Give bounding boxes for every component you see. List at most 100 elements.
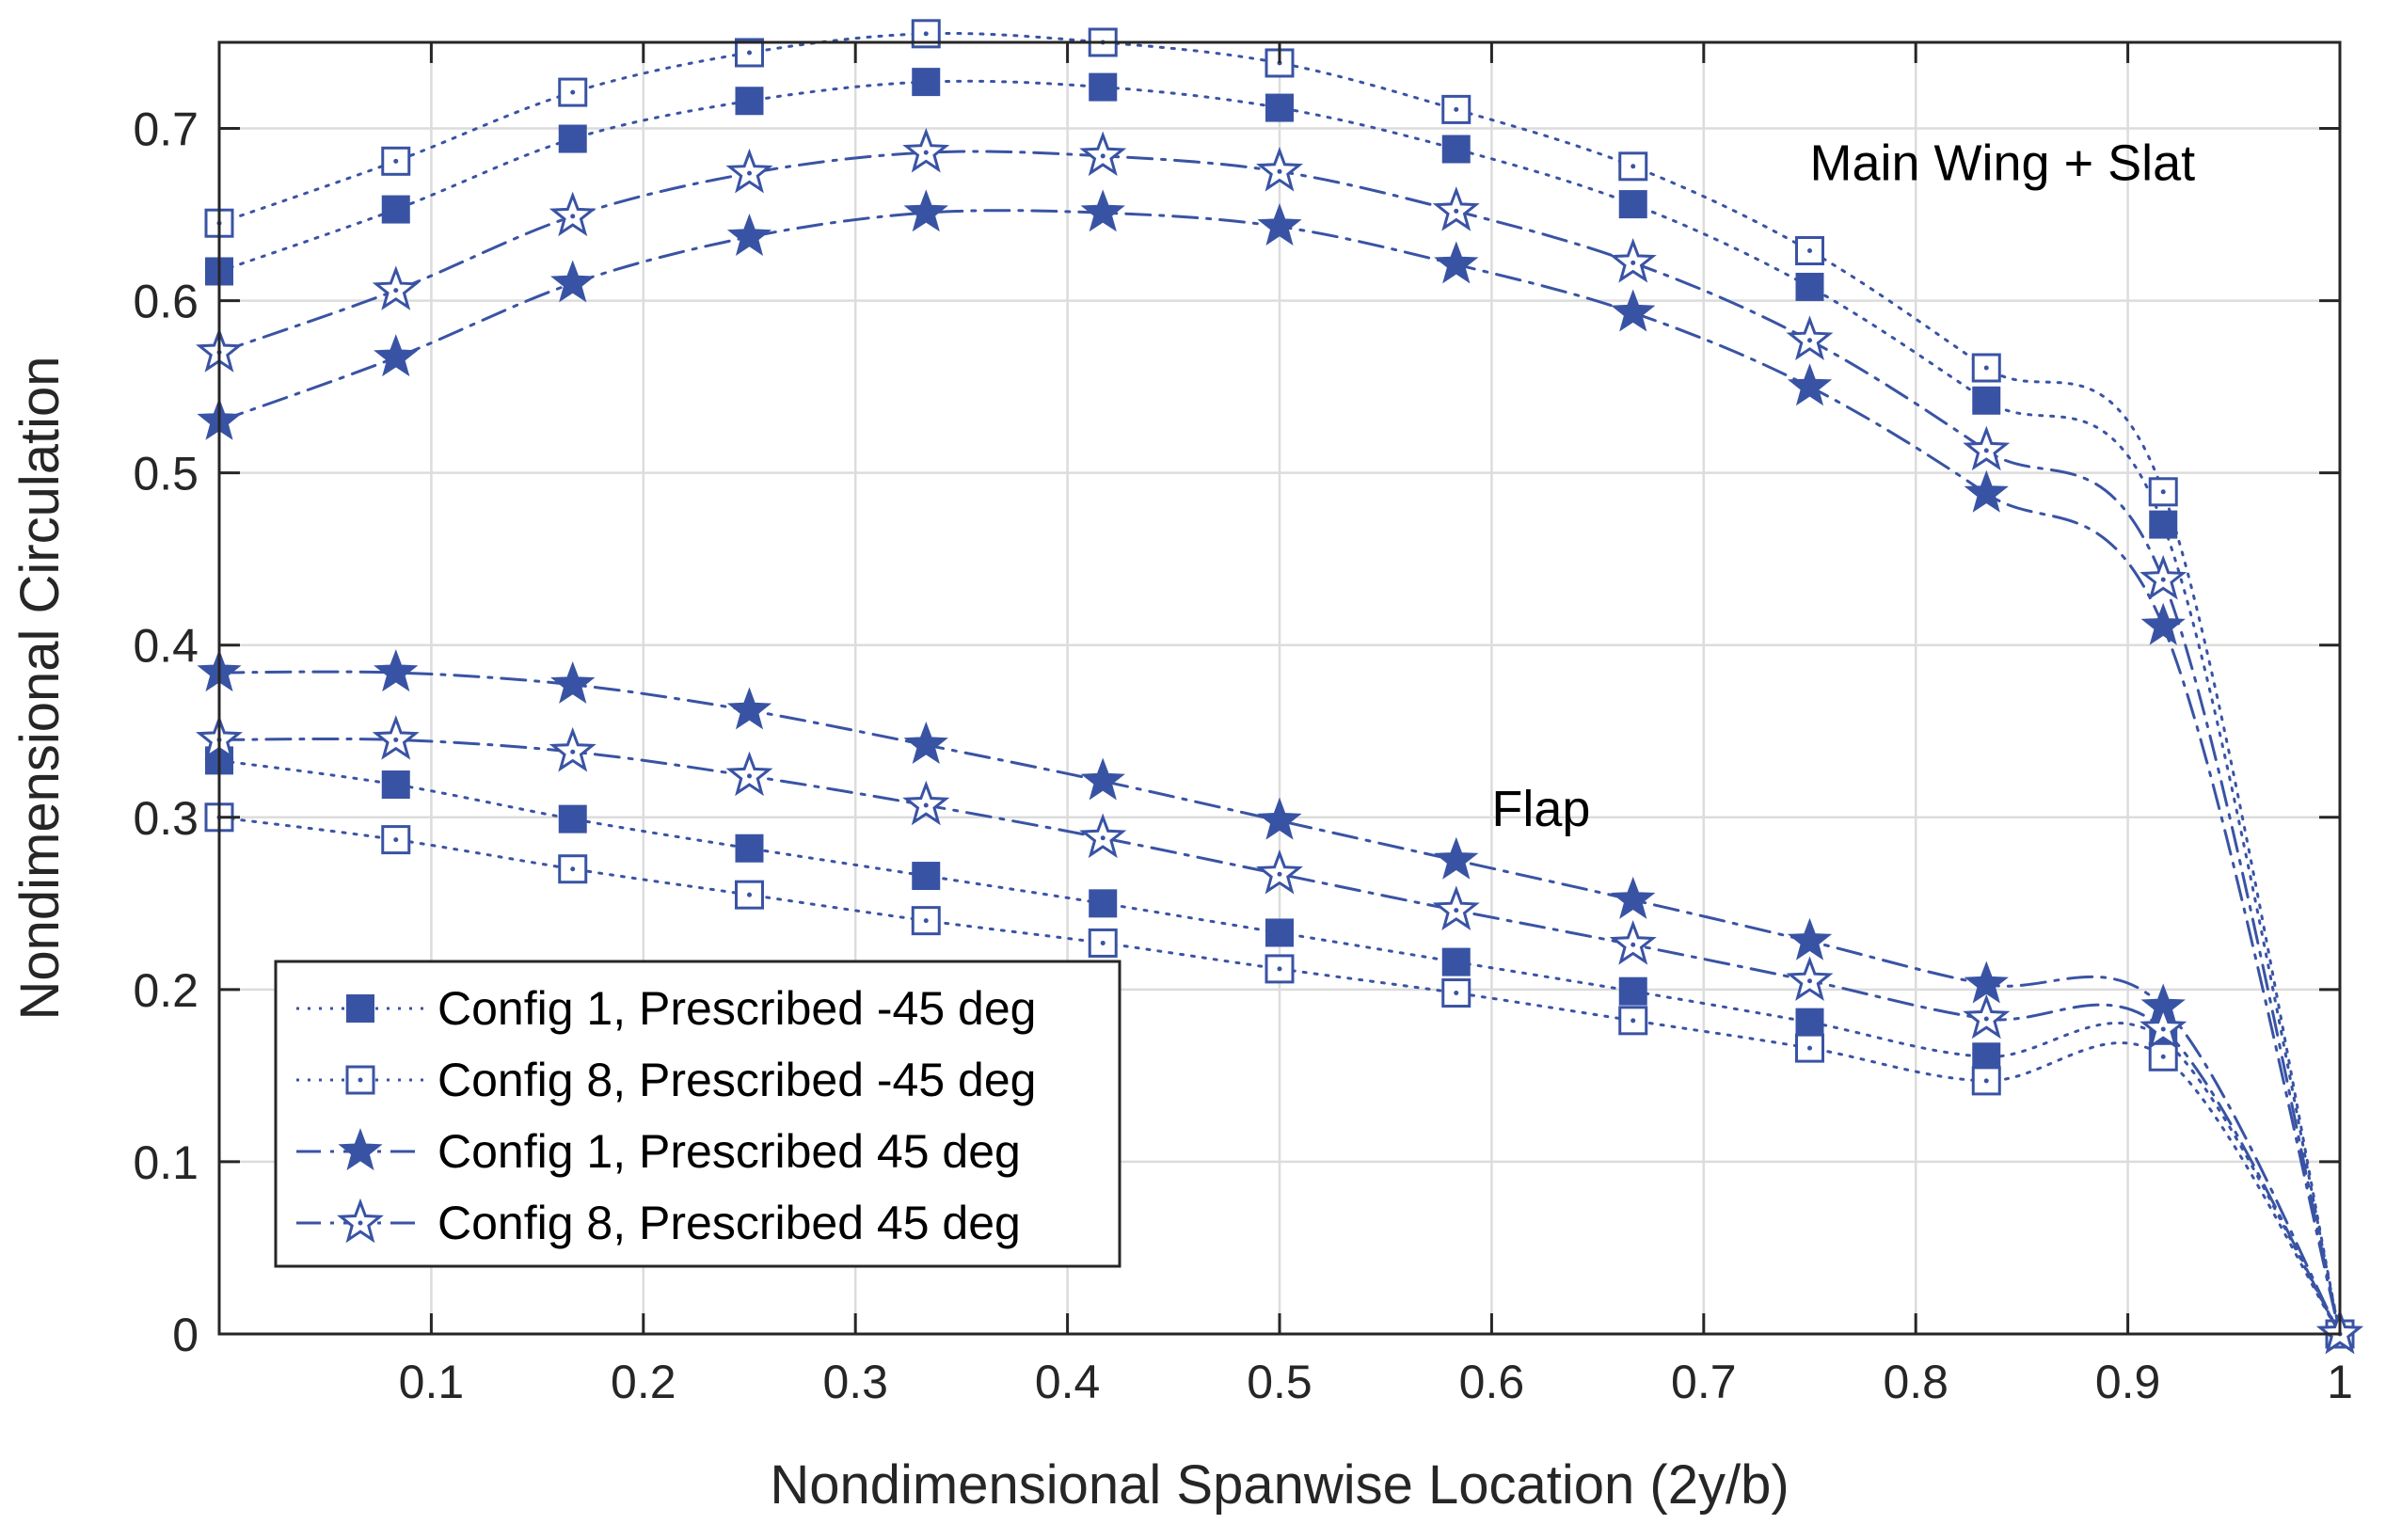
series-main-0 bbox=[205, 68, 2354, 1348]
marker-center-dot bbox=[1630, 1018, 1636, 1024]
data-point bbox=[1089, 72, 1118, 102]
marker-center-dot bbox=[1100, 153, 1106, 159]
data-point bbox=[912, 68, 941, 97]
axis-ticks bbox=[219, 42, 2342, 1336]
series-line bbox=[217, 816, 2342, 1336]
data-point bbox=[1079, 813, 1127, 859]
marker-center-dot bbox=[1807, 248, 1812, 254]
data-point bbox=[381, 825, 411, 855]
legend-items: Config 1, Prescribed -45 deg Config 8, Pr… bbox=[296, 982, 1036, 1249]
data-point bbox=[1265, 954, 1295, 984]
legend-box bbox=[274, 960, 1121, 1268]
legend-label: Config 1, Prescribed 45 deg bbox=[437, 1125, 1021, 1178]
series-line bbox=[217, 79, 2342, 1336]
marker-center-dot bbox=[1454, 908, 1459, 913]
marker-center-dot bbox=[1983, 365, 1989, 371]
data-point bbox=[1265, 918, 1294, 947]
data-point bbox=[1432, 186, 1480, 231]
marker-center-dot bbox=[747, 170, 752, 176]
series-line bbox=[217, 670, 2342, 1336]
data-point bbox=[372, 715, 420, 760]
marker-center-dot bbox=[1100, 835, 1106, 841]
data-point bbox=[1256, 849, 1303, 895]
marker-center-dot bbox=[1983, 1016, 1989, 1022]
data-point bbox=[1618, 151, 1648, 182]
marker-center-dot bbox=[1630, 164, 1636, 169]
legend-label: Config 1, Prescribed -45 deg bbox=[437, 982, 1036, 1035]
data-point bbox=[558, 854, 588, 884]
data-point bbox=[912, 862, 941, 891]
data-point bbox=[735, 880, 764, 910]
marker-center-dot bbox=[393, 737, 399, 742]
data-point bbox=[1611, 876, 1656, 919]
data-point bbox=[1971, 1066, 2001, 1096]
marker-center-dot bbox=[1454, 106, 1459, 112]
legend-label: Config 8, Prescribed -45 deg bbox=[437, 1054, 1036, 1106]
marker-center-dot bbox=[923, 31, 929, 37]
data-point bbox=[1795, 236, 1824, 266]
series-line bbox=[217, 31, 2342, 1336]
data-point bbox=[1795, 1008, 1824, 1037]
data-point bbox=[1256, 147, 1303, 192]
annotation-main-wing-slat: Main Wing + Slat bbox=[1810, 135, 2196, 191]
marker-center-dot bbox=[1454, 208, 1459, 214]
data-point bbox=[903, 189, 948, 232]
marker-outline bbox=[1618, 1006, 1648, 1036]
marker-center-dot bbox=[393, 158, 399, 164]
x-axis-label: Nondimensional Spanwise Location (2y/b) bbox=[770, 1454, 1789, 1516]
x-tick-label: 0.8 bbox=[1883, 1356, 1949, 1408]
x-tick-label: 0.4 bbox=[1035, 1356, 1101, 1408]
data-point bbox=[1088, 928, 1118, 958]
marker-center-dot bbox=[1454, 991, 1459, 996]
marker-center-dot bbox=[2160, 1054, 2166, 1059]
data-point bbox=[1441, 978, 1471, 1008]
data-point bbox=[1609, 238, 1657, 283]
x-tick-label: 1 bbox=[2327, 1356, 2353, 1408]
marker-center-dot bbox=[1983, 1078, 1989, 1084]
marker-outline bbox=[2148, 477, 2178, 507]
x-tick-label: 0.2 bbox=[611, 1356, 676, 1408]
legend-item: Config 8, Prescribed -45 deg bbox=[296, 1054, 1036, 1106]
data-point bbox=[1795, 1033, 1824, 1063]
marker-center-dot bbox=[923, 150, 929, 155]
data-point bbox=[381, 770, 410, 800]
series-flap-4 bbox=[205, 746, 2354, 1348]
data-point bbox=[1786, 956, 1834, 1001]
data-point bbox=[1618, 190, 1647, 219]
legend-marker bbox=[338, 1128, 383, 1171]
marker-center-dot bbox=[1807, 978, 1812, 984]
data-point bbox=[1432, 885, 1480, 930]
marker-center-dot bbox=[1630, 260, 1636, 265]
data-point bbox=[1609, 920, 1657, 965]
data-point bbox=[725, 751, 773, 797]
legend-marker bbox=[337, 1198, 384, 1244]
data-point bbox=[1964, 469, 2009, 513]
y-tick-label: 0.5 bbox=[133, 448, 199, 500]
marker-center-dot bbox=[570, 89, 576, 95]
marker-center-dot bbox=[2160, 1026, 2166, 1032]
legend-item: Config 8, Prescribed 45 deg bbox=[296, 1197, 1021, 1249]
marker-center-dot bbox=[393, 837, 399, 843]
data-point bbox=[1787, 917, 1833, 961]
marker-center-dot bbox=[570, 214, 576, 219]
y-tick-label: 0.1 bbox=[133, 1136, 199, 1189]
data-point bbox=[2148, 1041, 2178, 1072]
marker-center-dot bbox=[1277, 871, 1282, 877]
y-tick-label: 0.4 bbox=[133, 620, 199, 673]
data-point bbox=[1257, 203, 1302, 246]
data-point bbox=[1786, 315, 1834, 360]
marker-outline bbox=[1618, 151, 1648, 182]
marker-center-dot bbox=[1277, 966, 1282, 972]
x-tick-label: 0.9 bbox=[2095, 1356, 2161, 1408]
data-point bbox=[725, 148, 773, 194]
x-tick-label: 0.3 bbox=[822, 1356, 888, 1408]
x-tick-label: 0.7 bbox=[1671, 1356, 1737, 1408]
series-flap-7 bbox=[196, 715, 2363, 1355]
series-line bbox=[217, 737, 2342, 1336]
marker-center-dot bbox=[923, 802, 929, 808]
data-point bbox=[726, 214, 772, 257]
legend-item: Config 1, Prescribed 45 deg bbox=[296, 1125, 1021, 1178]
legend-label: Config 8, Prescribed 45 deg bbox=[437, 1197, 1021, 1249]
data-point bbox=[1434, 836, 1479, 880]
